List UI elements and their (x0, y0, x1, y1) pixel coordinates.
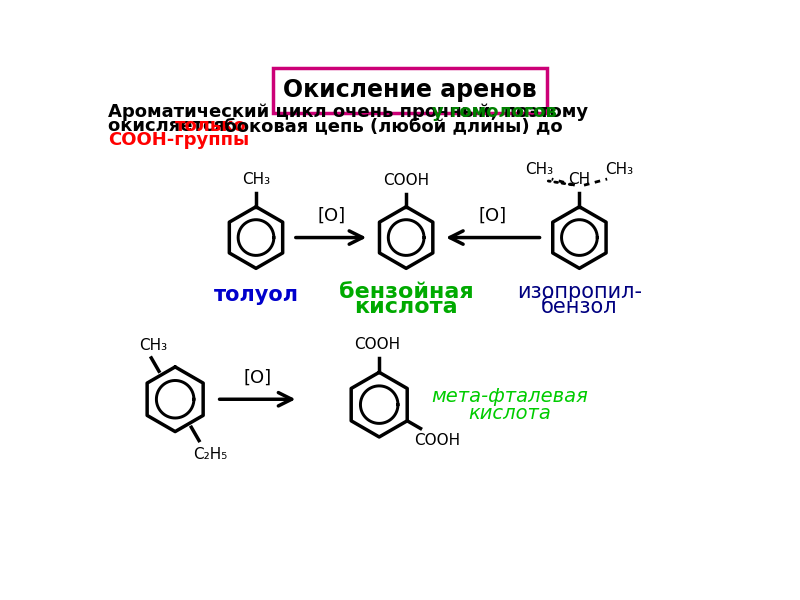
Text: COOH: COOH (414, 433, 461, 448)
Text: Ароматический цикл очень прочный, поэтому: Ароматический цикл очень прочный, поэтом… (108, 103, 594, 121)
Text: Окисление аренов: Окисление аренов (283, 79, 537, 103)
Text: [O]: [O] (478, 207, 507, 225)
Text: изопропил-: изопропил- (517, 282, 642, 302)
Text: CH₃: CH₃ (138, 338, 167, 353)
Text: СООН-группы: СООН-группы (108, 131, 250, 149)
Text: COOH: COOH (354, 337, 401, 352)
Text: окисляется: окисляется (108, 117, 231, 135)
Text: COOH: COOH (383, 173, 430, 188)
Text: только: только (175, 117, 246, 135)
Text: кислота: кислота (469, 404, 551, 424)
Text: толуол: толуол (214, 285, 298, 305)
Text: кислота: кислота (354, 297, 458, 317)
Text: CH₃: CH₃ (526, 162, 554, 177)
Text: [O]: [O] (317, 207, 345, 225)
Text: бензол: бензол (541, 297, 618, 317)
Text: бензойная: бензойная (338, 282, 474, 302)
Text: CH₃: CH₃ (242, 172, 270, 187)
Text: у гомологов: у гомологов (431, 103, 557, 121)
Text: боковая цепь (любой длины) до: боковая цепь (любой длины) до (218, 117, 562, 135)
Text: C₂H₅: C₂H₅ (193, 447, 227, 462)
Text: CH₃: CH₃ (606, 162, 634, 177)
Text: мета-фталевая: мета-фталевая (432, 388, 589, 406)
Text: CH: CH (568, 172, 590, 187)
Text: [O]: [O] (243, 369, 272, 387)
